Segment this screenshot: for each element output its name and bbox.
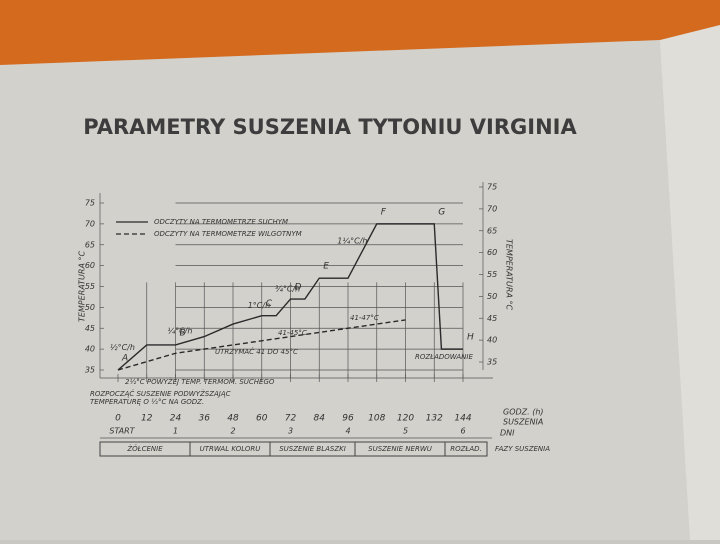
y-tick-label: 65 bbox=[85, 240, 95, 249]
x-tick-label: 24 bbox=[170, 414, 182, 424]
x-axis-label: GODZ. (h) bbox=[503, 408, 544, 417]
y-tick-label: 75 bbox=[85, 199, 95, 208]
y2-tick-label: 50 bbox=[487, 292, 497, 301]
point-label: A bbox=[121, 354, 128, 364]
phase-label: UTRWAL KOLORU bbox=[200, 445, 261, 453]
y2-tick-label: 55 bbox=[487, 270, 497, 279]
x-tick-label: 48 bbox=[227, 414, 239, 424]
x-tick-label: 0 bbox=[115, 414, 121, 424]
segment-label: 1°C/h bbox=[248, 301, 270, 310]
point-label: D bbox=[295, 283, 302, 293]
y2-tick-label: 40 bbox=[487, 336, 497, 345]
x-tick-label: 144 bbox=[454, 414, 471, 424]
point-label: E bbox=[323, 262, 329, 272]
x-tick-label: 60 bbox=[256, 414, 268, 424]
y-tick-label: 60 bbox=[85, 261, 95, 270]
x-tick-label: 96 bbox=[342, 414, 354, 424]
series-line bbox=[117, 319, 406, 371]
day-label: 2 bbox=[230, 427, 235, 436]
x-tick-label: 72 bbox=[285, 414, 297, 424]
y2-tick-label: 60 bbox=[487, 248, 497, 257]
annotation: ROZPOCZĄĆ SUSZENIE PODWYŻSZAJĄC bbox=[90, 389, 231, 398]
y2-tick-label: 65 bbox=[487, 226, 497, 235]
y-tick-label: 45 bbox=[85, 324, 95, 333]
x-tick-label: 84 bbox=[314, 414, 326, 424]
day-label: 5 bbox=[403, 427, 408, 436]
phases-box bbox=[99, 441, 488, 457]
x-tick-label: 108 bbox=[368, 414, 385, 424]
annotation: TEMPERATURĘ O ½°C NA GODZ. bbox=[90, 398, 204, 406]
segment-label: 1¼°C/h bbox=[337, 237, 367, 246]
legend-label: ODCZYTY NA TERMOMETRZE WILGOTNYM bbox=[154, 230, 302, 238]
chart-title: PARAMETRY SUSZENIA TYTONIU VIRGINIA bbox=[83, 115, 577, 139]
segment-label: ½°C/h bbox=[110, 343, 135, 352]
annotation: 41-45°C bbox=[278, 329, 307, 337]
y-tick-label: 40 bbox=[85, 345, 95, 354]
y-tick-label: 70 bbox=[85, 219, 95, 228]
phases-label: FAZY SUSZENIA bbox=[495, 445, 550, 453]
phase-label: ROZŁAD. bbox=[450, 445, 482, 453]
x-tick-label: 12 bbox=[141, 414, 153, 424]
point-label: G bbox=[438, 207, 445, 217]
day-label: START bbox=[109, 427, 135, 436]
day-label: 6 bbox=[460, 427, 465, 436]
y2-tick-label: 35 bbox=[487, 358, 497, 367]
day-label: 4 bbox=[345, 427, 350, 436]
annotation: ROZŁADOWANIE bbox=[415, 353, 473, 361]
series-line bbox=[117, 223, 463, 371]
y-tick-label: 50 bbox=[85, 303, 95, 312]
y-tick-label: 55 bbox=[85, 282, 95, 291]
annotation: 2½°C POWYŻEJ TEMP. TERMOM. SUCHEGO bbox=[125, 377, 275, 386]
x-axis-label-2: SUSZENIA bbox=[503, 418, 543, 427]
phase-label: SUSZENIE NERWU bbox=[368, 445, 432, 453]
next-page bbox=[660, 25, 720, 540]
paper bbox=[0, 40, 720, 540]
segment-label: ¼°C/h bbox=[167, 326, 192, 335]
y2-tick-label: 75 bbox=[487, 183, 497, 192]
y2-tick-label: 45 bbox=[487, 314, 497, 323]
point-label: H bbox=[467, 333, 474, 343]
annotation: UTRZYMAĆ 41 DO 45°C bbox=[215, 347, 298, 356]
phase-label: ŻÓŁCENIE bbox=[126, 444, 163, 453]
legend-label: ODCZYTY NA TERMOMETRZE SUCHYM bbox=[154, 218, 288, 226]
point-label: C bbox=[266, 299, 273, 309]
y-axis-label: TEMPERATURA °C bbox=[78, 251, 87, 322]
point-label: F bbox=[381, 207, 387, 217]
phase-label: SUSZENIE BLASZKI bbox=[279, 445, 346, 453]
x-tick-label: 120 bbox=[397, 414, 414, 424]
day-label: 1 bbox=[173, 427, 178, 436]
x-tick-label: 36 bbox=[199, 414, 211, 424]
y2-axis-label: TEMPERATURA °C bbox=[505, 239, 514, 310]
segment-label: ¾°C/h bbox=[275, 285, 300, 294]
day-label: 3 bbox=[288, 427, 293, 436]
y2-tick-label: 70 bbox=[487, 204, 497, 213]
days-label: DNI bbox=[500, 429, 515, 438]
x-tick-label: 132 bbox=[426, 414, 443, 424]
annotation: 41-47°C bbox=[350, 314, 379, 322]
point-label: B bbox=[180, 328, 186, 338]
y-tick-label: 35 bbox=[85, 366, 95, 375]
